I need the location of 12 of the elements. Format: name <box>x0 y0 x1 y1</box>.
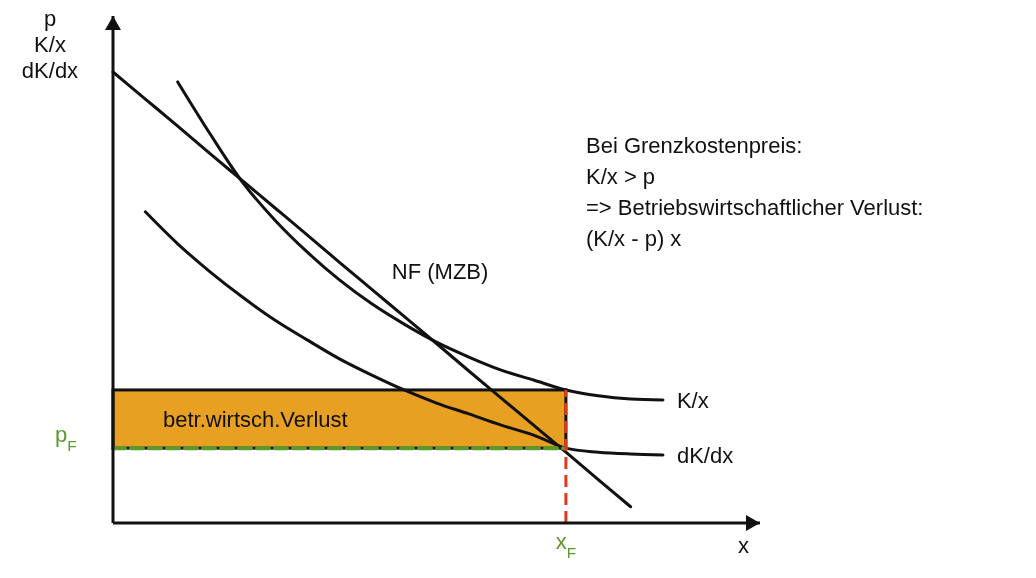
x-axis-title: x <box>738 533 749 558</box>
band-label: betr.wirtsch.Verlust <box>163 407 348 433</box>
text: p$_{F}$ <box>55 422 77 454</box>
annotation: Bei Grenzkostenpreis: <box>586 133 803 158</box>
annotation: => Betriebswirtschaftlicher Verlust: <box>586 195 924 220</box>
text: x$_{F}$ <box>555 529 577 561</box>
annotation: K/x > p <box>586 164 656 189</box>
annotation: (K/x - p) x <box>586 226 682 251</box>
y-axis-title: p K/x dK/dx <box>21 6 79 83</box>
series-label: dK/dx <box>676 442 734 468</box>
series-label: K/x <box>676 387 709 413</box>
series-label: NF (MZB) <box>391 259 489 285</box>
